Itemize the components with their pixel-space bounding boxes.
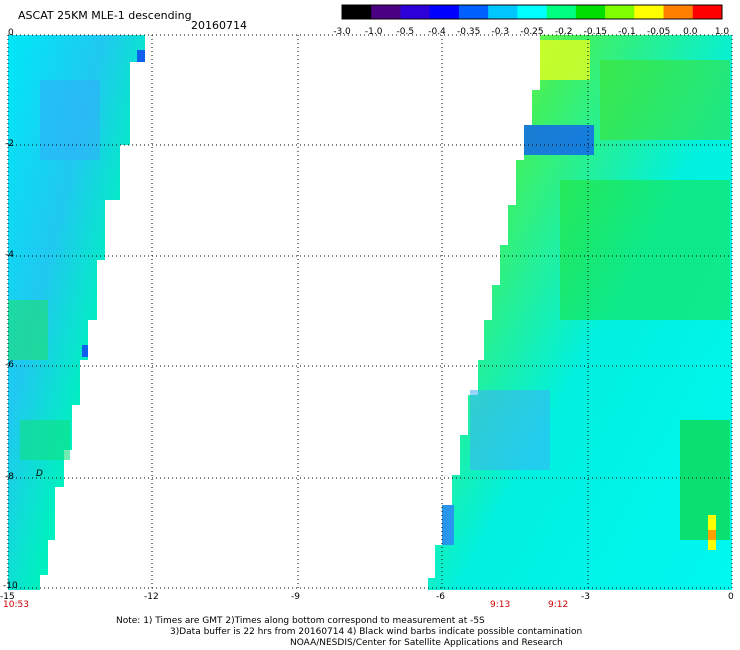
colorbar-segment (400, 5, 431, 19)
colorbar-label: -0.25 (520, 27, 544, 37)
colorbar-label: -0.05 (647, 27, 671, 37)
contamination-marker: D (36, 469, 43, 479)
y-tick-m2: -2 (5, 139, 14, 149)
colorbar-label: -0.5 (396, 27, 415, 37)
y-tick-m6: -6 (5, 360, 14, 370)
colorbar-label: -0.1 (618, 27, 636, 37)
colorbar (341, 4, 723, 20)
colorbar-label: -0.3 (491, 27, 510, 37)
colorbar-segment (575, 5, 606, 19)
y-tick-0: 0 (8, 28, 14, 38)
swath-time-3: 9:12 (548, 600, 569, 610)
colorbar-outline (341, 4, 723, 20)
map-title: ASCAT 25KM MLE-1 descending (18, 9, 192, 22)
colorbar-label: -0.35 (457, 27, 481, 37)
colorbar-segment (634, 5, 665, 19)
colorbar-label: -0.15 (583, 27, 607, 37)
note-line-3: NOAA/NESDIS/Center for Satellite Applica… (290, 638, 563, 648)
colorbar-segment (546, 5, 577, 19)
colorbar-label: -1.0 (364, 27, 383, 37)
colorbar-label: 0.0 (683, 27, 698, 37)
colorbar-segment (371, 5, 401, 19)
map-date: 20160714 (191, 19, 247, 32)
x-tick-m12: -12 (144, 592, 159, 602)
y-tick-m8: -8 (5, 472, 14, 482)
colorbar-segment (663, 5, 694, 19)
note-line-1: Note: 1) Times are GMT 2)Times along bot… (116, 616, 485, 626)
colorbar-label: -0.4 (428, 27, 446, 37)
colorbar-segment (342, 5, 372, 19)
colorbar-segment (429, 5, 460, 19)
x-tick-0: 0 (728, 592, 734, 602)
colorbar-label: -0.2 (554, 27, 573, 37)
swath-time-2: 9:13 (490, 600, 511, 610)
colorbar-segment (605, 5, 635, 19)
colorbar-segment (458, 5, 489, 19)
x-tick-m9: -9 (291, 592, 300, 602)
y-tick-m4: -4 (5, 250, 14, 260)
colorbar-segment (488, 5, 518, 19)
swath-time-1: 10:53 (3, 600, 29, 610)
colorbar-label: 1.0 (714, 27, 730, 37)
colorbar-segment (517, 5, 548, 19)
x-tick-m3: -3 (581, 592, 590, 602)
y-tick-m10: -10 (3, 581, 18, 591)
x-tick-m6: -6 (436, 592, 445, 602)
colorbar-label: -3.0 (333, 27, 351, 37)
note-line-2: 3)Data buffer is 22 hrs from 20160714 4)… (170, 627, 583, 637)
colorbar-segment (692, 5, 723, 19)
x-tick-m15: -15 (0, 592, 15, 602)
